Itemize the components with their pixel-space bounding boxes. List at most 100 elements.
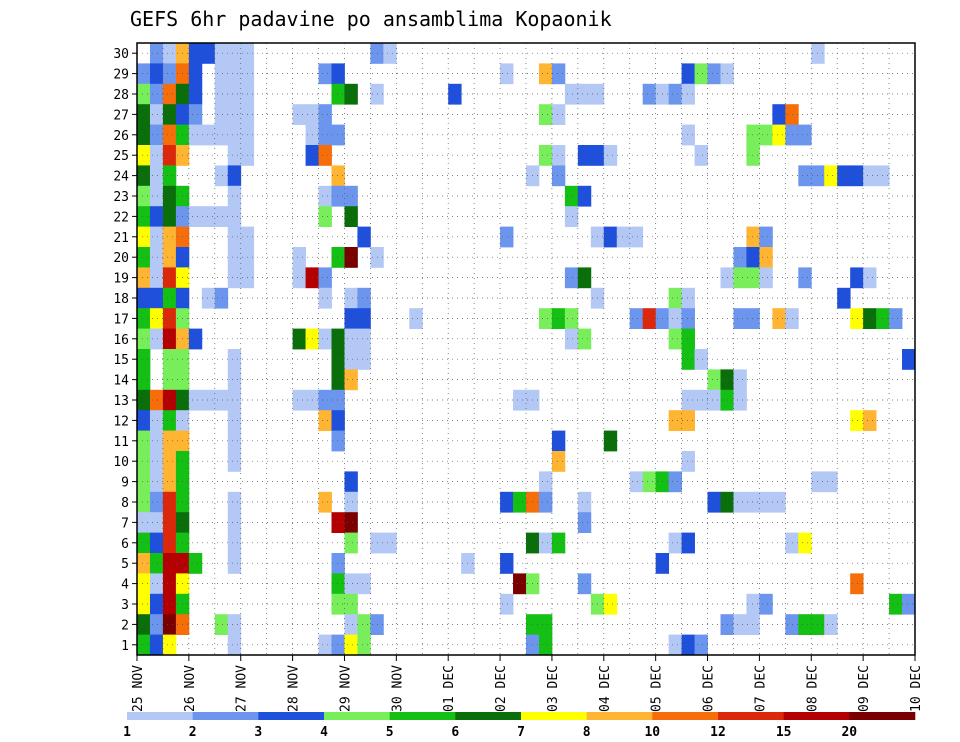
heatmap-cell bbox=[214, 206, 229, 227]
heatmap-cell bbox=[331, 389, 345, 411]
heatmap-cell bbox=[188, 104, 203, 125]
heatmap-cell bbox=[137, 226, 151, 248]
heatmap-cell bbox=[331, 124, 345, 146]
heatmap-cell bbox=[188, 206, 203, 227]
heatmap-cell bbox=[137, 104, 151, 125]
heatmap-cell bbox=[357, 226, 371, 248]
heatmap-cell bbox=[759, 593, 773, 615]
heatmap-cell bbox=[227, 206, 242, 227]
heatmap-cell bbox=[357, 328, 371, 350]
heatmap-cell bbox=[227, 145, 242, 166]
heatmap-cell bbox=[162, 83, 177, 105]
heatmap-cell bbox=[513, 389, 527, 411]
heatmap-cell bbox=[824, 471, 838, 493]
heatmap-cell bbox=[188, 389, 203, 411]
heatmap-cell bbox=[551, 430, 566, 452]
heatmap-cell bbox=[668, 634, 682, 656]
heatmap-cell bbox=[344, 634, 358, 656]
heatmap-cell bbox=[383, 532, 397, 554]
heatmap-cell bbox=[201, 124, 216, 146]
heatmap-cell bbox=[344, 83, 358, 105]
y-tick-label: 10 bbox=[113, 455, 129, 470]
heatmap-cell bbox=[137, 389, 151, 411]
heatmap-cell bbox=[214, 389, 229, 411]
heatmap-cell bbox=[137, 165, 151, 187]
heatmap-cell bbox=[500, 491, 514, 513]
heatmap-cell bbox=[162, 43, 177, 64]
heatmap-cell bbox=[564, 185, 579, 207]
heatmap-cell bbox=[162, 206, 177, 227]
heatmap-cell bbox=[188, 43, 203, 64]
y-tick-label: 14 bbox=[113, 374, 129, 389]
heatmap-cell bbox=[318, 328, 332, 350]
y-tick-label: 30 bbox=[113, 47, 129, 62]
heatmap-cell bbox=[902, 349, 916, 370]
colorbar-label: 8 bbox=[583, 725, 591, 740]
heatmap-cell bbox=[772, 491, 786, 513]
heatmap-cell bbox=[538, 308, 553, 329]
heatmap-cell bbox=[162, 226, 177, 248]
heatmap-cell bbox=[137, 553, 151, 574]
heatmap-cell bbox=[149, 471, 164, 493]
heatmap-cell bbox=[889, 593, 903, 615]
heatmap-cell bbox=[137, 614, 151, 635]
heatmap-cell bbox=[201, 389, 216, 411]
heatmap-cell bbox=[564, 83, 579, 105]
heatmap-cell bbox=[331, 593, 345, 615]
heatmap-cell bbox=[331, 185, 345, 207]
heatmap-cell bbox=[746, 614, 760, 635]
colorbar-swatch bbox=[455, 712, 522, 720]
heatmap-cell bbox=[149, 185, 164, 207]
y-tick-label: 21 bbox=[113, 231, 129, 246]
colorbar-label: 6 bbox=[451, 725, 459, 740]
heatmap-cell bbox=[149, 634, 164, 656]
heatmap-cell bbox=[162, 512, 177, 533]
heatmap-cell bbox=[746, 145, 760, 166]
heatmap-cell bbox=[850, 165, 864, 187]
chart-title: GEFS 6hr padavine po ansamblima Kopaonik bbox=[130, 7, 612, 31]
heatmap-cell bbox=[331, 328, 345, 350]
colorbar-swatch bbox=[127, 712, 193, 720]
heatmap-cell bbox=[149, 308, 164, 329]
heatmap-cell bbox=[577, 512, 592, 533]
heatmap-cell bbox=[318, 389, 332, 411]
heatmap-cell bbox=[331, 83, 345, 105]
heatmap-cell bbox=[227, 226, 242, 248]
heatmap-cell bbox=[331, 430, 345, 452]
heatmap-cell bbox=[318, 287, 332, 309]
heatmap-cell bbox=[188, 124, 203, 146]
y-tick-label: 15 bbox=[113, 353, 129, 368]
x-tick-label: 04 DEC bbox=[598, 665, 613, 712]
heatmap-cell bbox=[746, 491, 760, 513]
heatmap-cell bbox=[577, 491, 592, 513]
heatmap-cell bbox=[733, 491, 747, 513]
heatmap-cell bbox=[162, 287, 177, 309]
heatmap-cell bbox=[214, 165, 229, 187]
heatmap-cell bbox=[137, 328, 151, 350]
heatmap-cell bbox=[137, 512, 151, 533]
heatmap-cell bbox=[227, 349, 242, 370]
heatmap-cell bbox=[149, 63, 164, 85]
y-tick-label: 5 bbox=[121, 557, 129, 572]
heatmap-cell bbox=[149, 226, 164, 248]
heatmap-cell bbox=[577, 83, 592, 105]
heatmap-cell bbox=[344, 512, 358, 533]
heatmap-cell bbox=[214, 63, 229, 85]
heatmap-cell bbox=[227, 389, 242, 411]
heatmap-cell bbox=[188, 63, 203, 85]
y-tick-label: 25 bbox=[113, 149, 129, 164]
heatmap-cell bbox=[668, 532, 682, 554]
heatmap-cell bbox=[603, 145, 618, 166]
heatmap-cell bbox=[824, 614, 838, 635]
heatmap-cell bbox=[318, 145, 332, 166]
heatmap-cell bbox=[448, 83, 462, 105]
heatmap-cell bbox=[694, 63, 708, 85]
heatmap-cell bbox=[629, 226, 644, 248]
colorbar-label: 2 bbox=[189, 725, 197, 740]
heatmap-cell bbox=[863, 165, 877, 187]
heatmap-cell bbox=[227, 104, 242, 125]
x-tick-label: 08 DEC bbox=[805, 665, 820, 712]
heatmap-cell bbox=[344, 328, 358, 350]
heatmap-cell bbox=[344, 593, 358, 615]
heatmap-cell bbox=[201, 43, 216, 64]
